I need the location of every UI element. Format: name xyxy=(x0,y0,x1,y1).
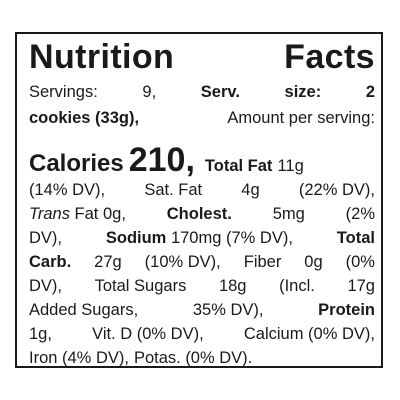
protein-value: 1g, xyxy=(29,325,52,343)
added-sugars-line: Added Sugars, 35% DV), Protein xyxy=(29,298,375,322)
fiber-dv: (0% xyxy=(345,253,375,271)
cholest-dv: (2% xyxy=(345,205,375,223)
calories-line: Calories 210, Total Fat 11g xyxy=(29,141,375,182)
protein-label: Protein xyxy=(318,301,375,319)
incl-prefix: (Incl. xyxy=(279,277,315,295)
serv-size-number: 2 xyxy=(365,83,375,101)
total-sugars-value: 18g xyxy=(218,277,247,295)
fat-dv-line: (14% DV), Sat. Fat 4g (22% DV), xyxy=(29,178,375,202)
nutrition-facts-title: Nutrition Facts xyxy=(29,36,375,78)
sat-fat-value: 4g xyxy=(241,181,260,199)
iron: Iron (4% DV), xyxy=(29,349,129,367)
nutrition-facts-label: Nutrition Facts Servings: 9, Serv. size:… xyxy=(15,32,383,368)
serv-size-label-2: size: xyxy=(284,83,322,101)
fiber-label: Fiber xyxy=(243,253,282,271)
servings-prefix: Servings: xyxy=(29,83,98,101)
title-word-facts: Facts xyxy=(284,38,375,76)
total-carb-value: 27g xyxy=(94,253,122,271)
amount-per-serving: Amount per serving: xyxy=(227,109,375,127)
serv-size-unit: cookies (33g), xyxy=(29,109,140,127)
vitamins-line: 1g, Vit. D (0% DV), Calcium (0% DV), xyxy=(29,322,375,346)
carb-line: Carb. 27g (10% DV), Fiber 0g (0% xyxy=(29,250,375,274)
total-fat-value: 11g xyxy=(277,157,304,175)
added-sugars-value: 17g xyxy=(347,277,375,295)
sodium-line: DV), Sodium 170mg (7% DV), Total xyxy=(29,226,375,250)
total-fat-label: Total Fat xyxy=(204,157,273,175)
sodium-label: Sodium xyxy=(105,229,167,247)
servings-line: Servings: 9, Serv. size: 2 xyxy=(29,80,375,104)
title-word-nutrition: Nutrition xyxy=(29,38,175,76)
fiber-value: 0g xyxy=(304,253,323,271)
serv-size-label: Serv. xyxy=(200,83,240,101)
trans-cholest-line: Trans Fat 0g, Cholest. 5mg (2% xyxy=(29,202,375,226)
cholest-dv-close: DV), xyxy=(29,229,62,247)
sodium-value: 170mg (7% DV), xyxy=(170,229,293,247)
minerals-line: Iron (4% DV), Potas. (0% DV). xyxy=(29,346,375,370)
servings-value: 9, xyxy=(142,83,157,101)
calcium: Calcium (0% DV), xyxy=(243,325,375,343)
serving-size-line: cookies (33g), Amount per serving: xyxy=(29,106,375,130)
trans-fat-value: Fat 0g, xyxy=(74,205,126,223)
calories-value: 210, xyxy=(128,141,195,179)
total-carb-dv: (10% DV), xyxy=(144,253,221,271)
calories-label: Calories xyxy=(29,150,124,177)
sat-fat-dv: (22% DV), xyxy=(298,181,375,199)
total-carb-label-2: Carb. xyxy=(29,253,72,271)
fiber-dv-close: DV), xyxy=(29,277,62,295)
added-sugars-dv: 35% DV), xyxy=(192,301,264,319)
vitamin-d: Vit. D (0% DV), xyxy=(92,325,204,343)
cholest-value: 5mg xyxy=(272,205,305,223)
trans-label: Trans xyxy=(29,205,70,223)
potassium: Potas. (0% DV). xyxy=(133,349,253,367)
total-carb-label: Total xyxy=(336,229,375,247)
cholest-label: Cholest. xyxy=(166,205,232,223)
sat-fat-label: Sat. Fat xyxy=(144,181,203,199)
total-sugars-label: Total Sugars xyxy=(94,277,187,295)
sugars-line: DV), Total Sugars 18g (Incl. 17g xyxy=(29,274,375,298)
added-sugars-label: Added Sugars, xyxy=(29,301,139,319)
total-fat-dv: (14% DV), xyxy=(29,181,106,199)
